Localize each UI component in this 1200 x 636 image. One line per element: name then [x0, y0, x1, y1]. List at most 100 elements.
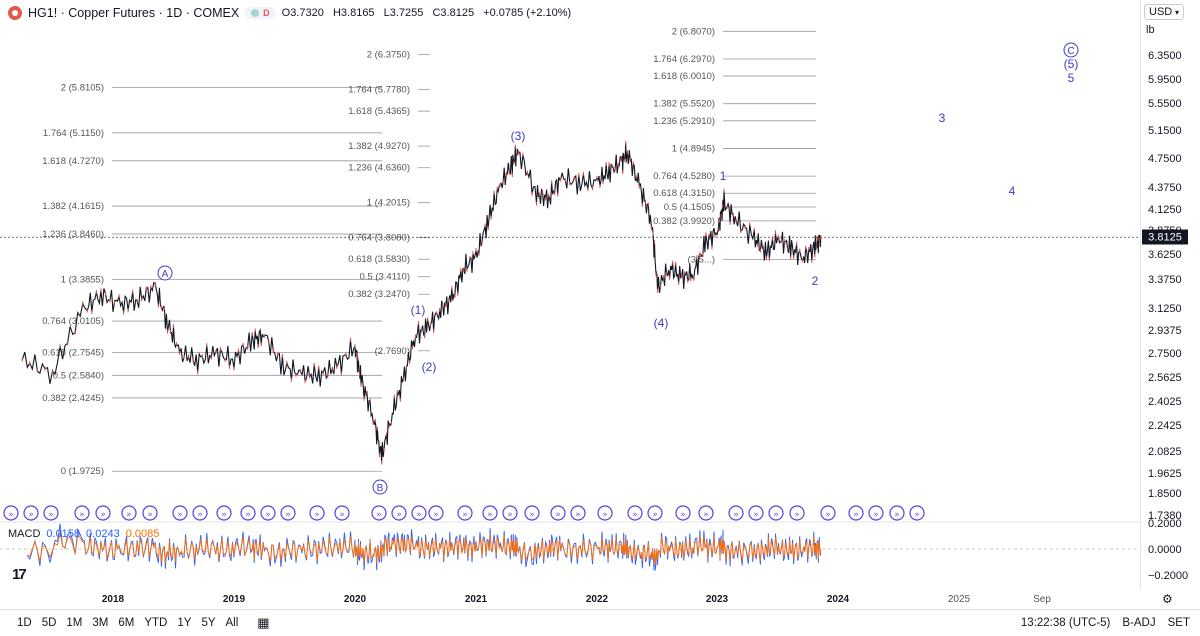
- fib-level-label: 1.236 (4.6360): [348, 163, 410, 174]
- macd-legend[interactable]: MACD 0.0158 0.0243 0.0085: [8, 528, 159, 540]
- event-marker-icon[interactable]: [121, 505, 137, 521]
- event-marker-icon[interactable]: [216, 505, 232, 521]
- event-marker-icon[interactable]: [95, 505, 111, 521]
- timeframe-5y-button[interactable]: 5Y: [201, 617, 216, 629]
- event-marker-icon[interactable]: [142, 505, 158, 521]
- event-marker-icon[interactable]: [675, 505, 691, 521]
- event-marker-icon[interactable]: [848, 505, 864, 521]
- event-marker-icon[interactable]: [43, 505, 59, 521]
- timeframe-5d-button[interactable]: 5D: [41, 617, 57, 629]
- event-marker-icon[interactable]: [868, 505, 884, 521]
- event-marker-glyph: »: [377, 510, 382, 519]
- current-price-badge: 3.8125: [1142, 229, 1188, 245]
- event-marker-icon[interactable]: [3, 505, 19, 521]
- session-button[interactable]: SET: [1167, 617, 1190, 629]
- low-label: L: [383, 7, 390, 19]
- event-marker-icon[interactable]: [172, 505, 188, 521]
- timeframe-3m-button[interactable]: 3M: [92, 617, 109, 629]
- event-marker-icon[interactable]: [550, 505, 566, 521]
- wave-label: (4): [654, 316, 669, 330]
- macd-value-3: 0.0085: [125, 528, 160, 540]
- timeframe-1m-button[interactable]: 1M: [66, 617, 83, 629]
- market-status-pill[interactable]: D: [245, 7, 276, 19]
- event-marker-icon[interactable]: [597, 505, 613, 521]
- fib-level-label: 0.5 (4.1505): [664, 202, 715, 213]
- event-marker-icon[interactable]: [334, 505, 350, 521]
- open-value: 3.7320: [290, 7, 324, 19]
- price-tick-label: 4.7500: [1148, 153, 1182, 165]
- event-marker-icon[interactable]: [411, 505, 427, 521]
- currency-select[interactable]: USD ▾: [1144, 4, 1184, 20]
- event-marker-icon[interactable]: [889, 505, 905, 521]
- event-marker-icon[interactable]: [789, 505, 805, 521]
- event-marker-icon[interactable]: [74, 505, 90, 521]
- fib-level-label: 0.5 (2.5840): [53, 370, 104, 381]
- wave-label: C: [1067, 46, 1074, 57]
- timeframe-1d-button[interactable]: 1D: [17, 617, 32, 629]
- event-marker-icon[interactable]: [524, 505, 540, 521]
- b-adj-button[interactable]: B-ADJ: [1122, 617, 1156, 629]
- event-marker-glyph: »: [653, 510, 658, 519]
- clock-time[interactable]: 13:22:38 (UTC-5): [1020, 617, 1111, 629]
- event-marker-glyph: »: [463, 510, 468, 519]
- event-marker-icon[interactable]: [909, 505, 925, 521]
- timeframe-6m-button[interactable]: 6M: [118, 617, 135, 629]
- currency-label: USD: [1149, 6, 1173, 18]
- market-open-dot-icon: [251, 9, 260, 17]
- event-marker-glyph: »: [576, 510, 581, 519]
- event-marker-icon[interactable]: [698, 505, 714, 521]
- fib-level-label: 0.764 (4.5280): [653, 171, 715, 182]
- fib-level-label: 1 (3.3855): [61, 274, 104, 285]
- event-marker-icon[interactable]: [627, 505, 643, 521]
- event-marker-icon[interactable]: [428, 505, 444, 521]
- event-marker-icon[interactable]: [457, 505, 473, 521]
- event-marker-glyph: »: [774, 510, 779, 519]
- symbol-title[interactable]: HG1! · Copper Futures · 1D · COMEX: [28, 6, 240, 20]
- event-marker-icon[interactable]: [748, 505, 764, 521]
- macd-tick-label: 0.2000: [1148, 518, 1182, 530]
- event-marker-glyph: »: [246, 510, 251, 519]
- fib-level-label: 0.5 (3.4110): [359, 272, 410, 283]
- high-label: H: [332, 7, 341, 19]
- event-marker-icon[interactable]: [728, 505, 744, 521]
- event-marker-icon[interactable]: [768, 505, 784, 521]
- timeframe-ytd-button[interactable]: YTD: [144, 617, 168, 629]
- event-marker-icon[interactable]: [309, 505, 325, 521]
- price-tick-label: 2.7500: [1148, 348, 1182, 360]
- timeframe-1y-button[interactable]: 1Y: [177, 617, 192, 629]
- unit-label[interactable]: lb: [1146, 24, 1155, 36]
- event-marker-icon[interactable]: [820, 505, 836, 521]
- macd-value-1: 0.0158: [46, 528, 81, 540]
- wave-label: (5): [1064, 57, 1079, 71]
- event-marker-icon[interactable]: [192, 505, 208, 521]
- price-tick-label: 2.4025: [1148, 396, 1182, 408]
- event-marker-icon[interactable]: [502, 505, 518, 521]
- macd-line[interactable]: [26, 523, 822, 571]
- macd-signal-line[interactable]: [27, 532, 822, 565]
- calendar-icon[interactable]: ▦: [257, 615, 270, 630]
- event-marker-icon[interactable]: [23, 505, 39, 521]
- timeframe-all-button[interactable]: All: [225, 617, 239, 629]
- event-marker-icon[interactable]: [482, 505, 498, 521]
- time-tick-label: 2019: [222, 594, 246, 605]
- price-scale[interactable]: 6.3500 5.9500 5.5500 5.1500 4.7500 4.3750 4.12…: [1140, 0, 1200, 590]
- event-marker-glyph: »: [734, 510, 739, 519]
- event-marker-icon[interactable]: [260, 505, 276, 521]
- tradingview-logo-icon[interactable]: 17: [12, 566, 27, 583]
- event-marker-icon[interactable]: [371, 505, 387, 521]
- event-marker-glyph: »: [101, 510, 106, 519]
- event-marker-icon[interactable]: [240, 505, 256, 521]
- fib-level-label: 1.764 (6.2970): [653, 54, 715, 65]
- price-tick-label: 5.9500: [1148, 74, 1182, 86]
- event-marker-icon[interactable]: [280, 505, 296, 521]
- settings-gear-icon[interactable]: ⚙: [1162, 592, 1173, 606]
- time-tick-label: 2020: [343, 594, 367, 605]
- time-tick-label: 2025: [947, 594, 971, 605]
- event-marker-icon[interactable]: [391, 505, 407, 521]
- event-marker-icon[interactable]: [647, 505, 663, 521]
- wave-label-circle: [157, 265, 173, 281]
- price-chart[interactable]: 2 (5.8105) 1.764 (5.1150) 1.618 (4.7270) 1.…: [0, 0, 1140, 590]
- event-marker-glyph: »: [148, 510, 153, 519]
- event-marker-icon[interactable]: [570, 505, 586, 521]
- event-marker-glyph: »: [874, 510, 879, 519]
